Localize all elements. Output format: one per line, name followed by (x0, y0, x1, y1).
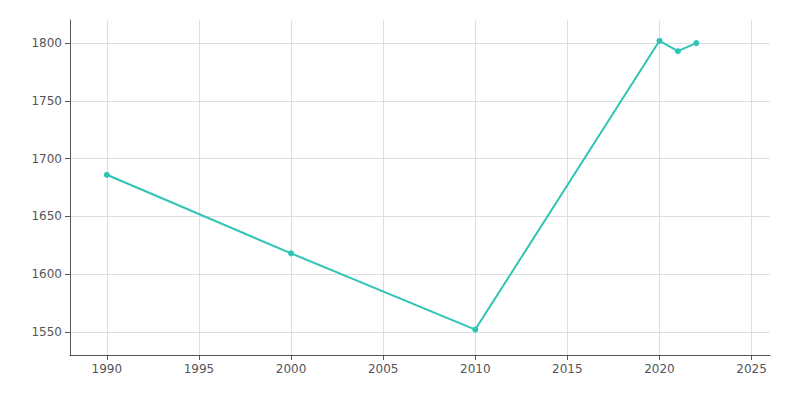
svg-text:2010: 2010 (460, 362, 491, 376)
svg-text:1990: 1990 (92, 362, 123, 376)
svg-text:1995: 1995 (184, 362, 215, 376)
svg-text:1750: 1750 (31, 94, 62, 108)
svg-text:1700: 1700 (31, 152, 62, 166)
svg-text:1650: 1650 (31, 209, 62, 223)
svg-text:1800: 1800 (31, 36, 62, 50)
svg-text:2025: 2025 (736, 362, 767, 376)
svg-text:2020: 2020 (644, 362, 675, 376)
svg-text:2005: 2005 (368, 362, 399, 376)
svg-text:1550: 1550 (31, 325, 62, 339)
svg-text:2015: 2015 (552, 362, 583, 376)
svg-text:2000: 2000 (276, 362, 307, 376)
svg-text:1600: 1600 (31, 267, 62, 281)
